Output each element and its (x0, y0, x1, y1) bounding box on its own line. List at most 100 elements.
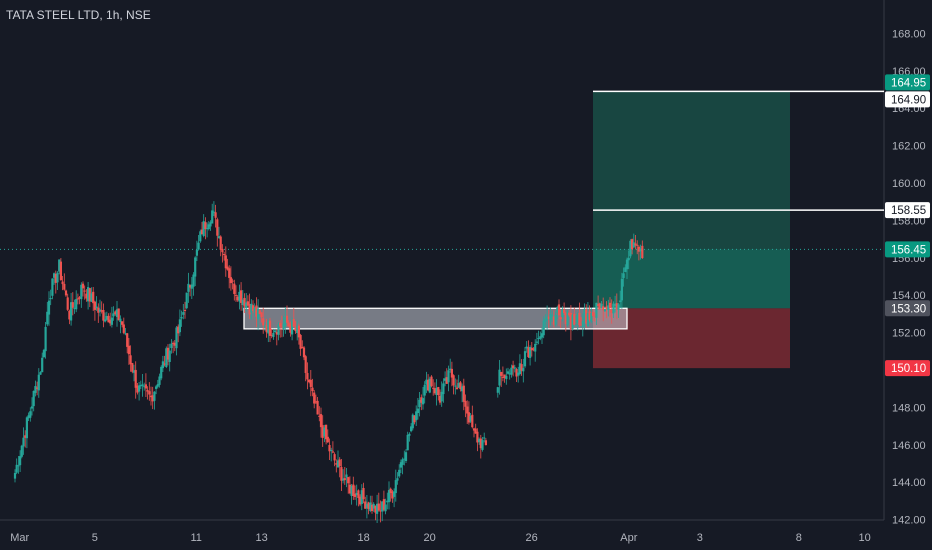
candle-body (396, 478, 399, 481)
candle-body (272, 333, 275, 337)
candle-body (506, 371, 510, 374)
candle-body (632, 242, 635, 248)
candle-body (534, 343, 537, 352)
price-tag-target_1 (885, 202, 930, 219)
candle-body (469, 415, 472, 422)
candle-body (248, 303, 251, 315)
candle-body (367, 502, 370, 510)
candle-body (330, 449, 333, 451)
candle-body (141, 384, 144, 387)
candle-body (92, 291, 95, 304)
candle-body (335, 463, 338, 465)
candle-body (517, 372, 520, 376)
x-tick-label: Apr (620, 532, 637, 544)
candle-body (484, 440, 487, 446)
candle-body (420, 397, 423, 403)
candle-body (243, 297, 246, 307)
candle-body (270, 334, 273, 336)
candle-body (576, 313, 579, 324)
candle-body (15, 464, 18, 473)
candle-body (379, 510, 382, 512)
candle-body (148, 391, 151, 395)
candle-body (325, 424, 328, 440)
candle-body (591, 312, 595, 316)
x-tick-label: 18 (358, 532, 370, 544)
candle-body (149, 395, 153, 398)
candle-body (365, 504, 368, 509)
candle-body (425, 379, 428, 385)
candle-body (442, 383, 445, 395)
candle-body (54, 273, 57, 283)
candle-body (75, 299, 78, 310)
candle-body (600, 303, 603, 308)
candle-body (549, 314, 552, 321)
candle-body (112, 313, 115, 317)
candle-body (566, 311, 569, 326)
price-tag-label-target_1: 158.55 (891, 205, 926, 217)
candle-body (483, 437, 486, 439)
candle-body (29, 411, 32, 418)
candle-body (299, 334, 302, 349)
candle-body (46, 311, 49, 325)
candle-body (525, 346, 528, 349)
candle-body (47, 300, 51, 315)
candle-body (289, 324, 292, 333)
candle-body (297, 325, 300, 338)
candle-body (245, 302, 248, 309)
candle-body (309, 379, 312, 387)
candle-body (345, 474, 348, 478)
candle-body (612, 303, 615, 314)
candle-body (24, 435, 27, 438)
candle-body (251, 305, 255, 311)
candle-body (214, 212, 217, 218)
candle-body (500, 372, 503, 376)
candle-body (404, 452, 408, 462)
candle-body (564, 312, 567, 325)
candle-body (304, 356, 307, 373)
candle-body (586, 313, 589, 327)
candle-body (206, 228, 209, 230)
candle-body (597, 304, 600, 306)
candle-body (102, 309, 105, 321)
candle-body (427, 379, 430, 391)
candle-body (160, 366, 163, 379)
candle-body (343, 478, 346, 481)
candle-body (542, 320, 545, 336)
candle-body (557, 304, 561, 316)
candle-body (194, 257, 197, 277)
candle-body (63, 283, 66, 290)
candle-body (501, 376, 504, 378)
price-tag-target_3 (885, 74, 930, 91)
candle-body (505, 375, 508, 380)
candle-body (607, 305, 610, 310)
candle-body (568, 312, 571, 316)
candle-body (515, 369, 518, 377)
candle-body (146, 390, 149, 392)
x-tick-label: 3 (697, 532, 703, 544)
candle-body (212, 211, 215, 213)
candle-body (588, 311, 591, 320)
y-tick-label: 160.00 (892, 178, 926, 190)
candle-body (258, 310, 261, 314)
candle-body (253, 308, 256, 312)
candle-body (121, 321, 124, 325)
candle-body (547, 316, 550, 320)
candle-body (302, 347, 306, 358)
candle-body (347, 477, 350, 484)
candle-body (637, 246, 640, 252)
candle-body (90, 293, 93, 302)
candle-body (53, 273, 56, 278)
candle-body (615, 303, 618, 310)
x-tick-label: 13 (256, 532, 268, 544)
candle-body (336, 460, 340, 468)
candle-body (34, 386, 37, 393)
price-tag-stop (885, 360, 930, 377)
candle-body (109, 319, 112, 324)
candle-body (37, 374, 40, 391)
candle-body (195, 249, 198, 256)
candle-body (155, 386, 158, 389)
candle-body (518, 363, 521, 375)
candle-body (233, 283, 236, 294)
candle-body (73, 307, 76, 309)
